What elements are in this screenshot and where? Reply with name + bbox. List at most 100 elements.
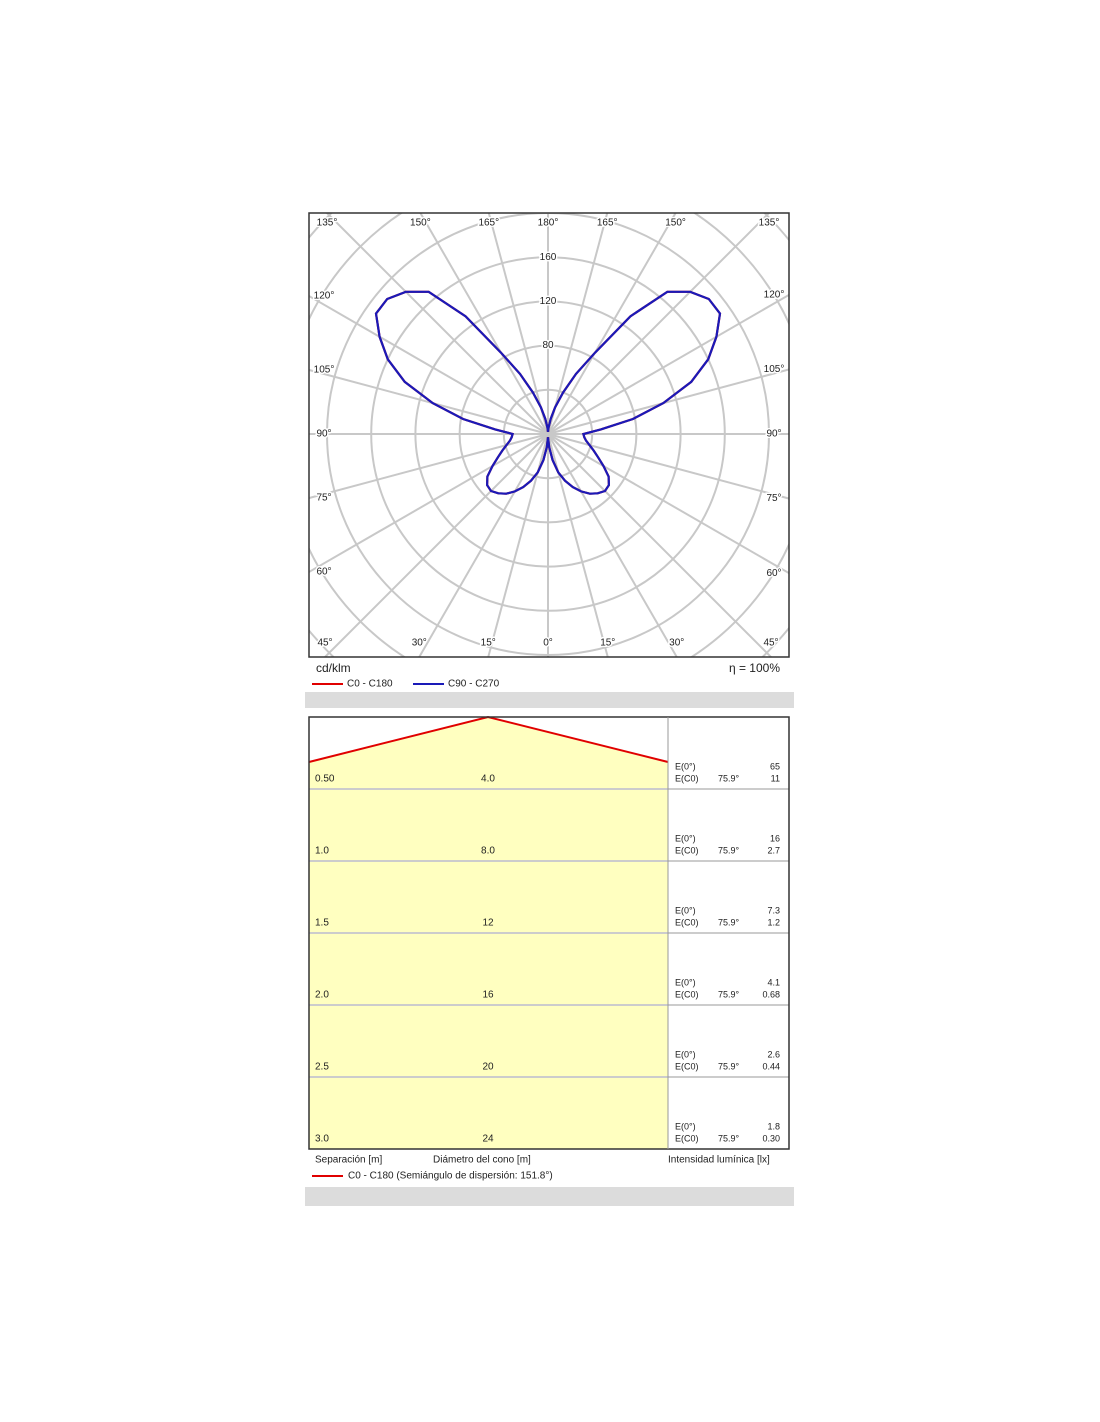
angle: 75.9°: [718, 917, 740, 927]
polar-plot: [309, 213, 789, 657]
ec0-label: E(C0): [675, 1133, 699, 1143]
angle-label: 165°: [478, 218, 499, 229]
angle-label: 0°: [543, 638, 553, 649]
separation: 1.0: [315, 846, 329, 857]
cone-legend: C0 - C180 (Semiángulo de dispersión: 151…: [348, 1171, 553, 1182]
e0-label: E(0°): [675, 833, 696, 843]
ec0-value: 0.44: [762, 1061, 780, 1071]
legend: C0 - C180 C90 - C270: [312, 679, 500, 690]
e0-label: E(0°): [675, 761, 696, 771]
angle-label: 90°: [766, 429, 781, 440]
spoke: [547, 213, 677, 435]
diameter-label: Diámetro del cono [m]: [433, 1155, 531, 1166]
separation: 2.0: [315, 990, 329, 1001]
cone-frame: [308, 716, 790, 1150]
separation: 0.50: [315, 774, 335, 785]
intensity-curve: [374, 290, 550, 495]
angle: 75.9°: [718, 1133, 740, 1143]
angle-label: 120°: [314, 291, 335, 302]
diameter: 8.0: [481, 846, 495, 857]
spoke: [309, 433, 549, 574]
spoke: [487, 433, 549, 657]
ec0-label: E(C0): [675, 917, 699, 927]
e0-label: E(0°): [675, 1049, 696, 1059]
e0-label: E(0°): [675, 1121, 696, 1131]
radial-label: 120: [540, 296, 557, 307]
ec0-label: E(C0): [675, 845, 699, 855]
angle-label: 45°: [763, 638, 778, 649]
unit-label: cd/klm: [316, 661, 351, 675]
separation-label: Separación [m]: [315, 1155, 382, 1166]
spoke: [547, 433, 609, 657]
ec0-value: 2.7: [767, 845, 780, 855]
angle-label: 60°: [766, 568, 781, 579]
separation: 2.5: [315, 1062, 329, 1073]
spoke: [547, 213, 609, 435]
angle-label: 75°: [316, 493, 331, 504]
diameter: 12: [482, 918, 494, 929]
spoke: [547, 433, 789, 575]
e0-label: E(0°): [675, 977, 696, 987]
angle-label: 45°: [317, 638, 332, 649]
ec0-value: 0.68: [762, 989, 780, 999]
angle-label: 15°: [481, 638, 496, 649]
spoke: [309, 368, 549, 435]
angle-label: 135°: [317, 218, 338, 229]
ec0-label: E(C0): [675, 1061, 699, 1071]
angle-label: 60°: [316, 567, 331, 578]
spoke: [419, 213, 549, 435]
angle-label: 150°: [410, 218, 431, 229]
separation: 1.5: [315, 918, 329, 929]
angle-label: 75°: [766, 493, 781, 504]
angle-label: 135°: [759, 218, 780, 229]
intensity-curve: [546, 290, 722, 495]
spoke: [547, 433, 789, 500]
ec0-label: E(C0): [675, 989, 699, 999]
ec0-value: 0.30: [762, 1133, 780, 1143]
angle-label: 150°: [665, 218, 686, 229]
spoke: [547, 368, 789, 435]
diameter: 16: [482, 990, 494, 1001]
diameter: 20: [482, 1062, 494, 1073]
e0-value: 65: [770, 761, 780, 771]
diameter: 24: [482, 1134, 494, 1145]
cone-diagram: 0.50 4.0 E(0°) 65 E(C0) 75.9° 11 1.0 8.0 E(0°) 16 E…: [308, 715, 789, 1149]
polar-labels: 0° 15° 15° 30° 30° 45° 45° 60° 60° 75° 75° 90° 90° 10…: [312, 216, 786, 650]
spoke: [487, 213, 549, 435]
legend-label: C0 - C180: [347, 679, 393, 690]
angle: 75.9°: [718, 845, 740, 855]
angle-label: 105°: [314, 365, 335, 376]
angle: 75.9°: [718, 773, 740, 783]
e0-value: 4.1: [767, 977, 780, 987]
intensity-curve: [374, 290, 550, 495]
angle-label: 30°: [669, 638, 684, 649]
diameter: 4.0: [481, 774, 495, 785]
plot-frame: [308, 212, 790, 658]
spoke: [309, 433, 549, 500]
separation: 3.0: [315, 1134, 329, 1145]
ec0-label: E(C0): [675, 773, 699, 783]
angle-label: 90°: [316, 429, 331, 440]
angle-label: 120°: [764, 289, 785, 300]
efficiency: η = 100%: [729, 661, 780, 675]
e0-value: 7.3: [767, 905, 780, 915]
angle: 75.9°: [718, 1061, 740, 1071]
legend-label: C90 - C270: [448, 679, 500, 690]
intensity-label: Intensidad lumínica [lx]: [668, 1155, 770, 1166]
e0-value: 16: [770, 833, 780, 843]
angle: 75.9°: [718, 989, 740, 999]
spoke: [547, 293, 789, 435]
e0-label: E(0°): [675, 905, 696, 915]
spoke: [547, 433, 773, 657]
angle-label: 30°: [412, 638, 427, 649]
radial-label: 160: [540, 252, 557, 263]
cone-outside: [309, 717, 668, 762]
intensity-curve: [546, 290, 722, 495]
angle-label: 15°: [600, 638, 615, 649]
ec0-value: 1.2: [767, 917, 780, 927]
spoke: [323, 433, 549, 657]
angle-label: 105°: [764, 364, 785, 375]
e0-value: 1.8: [767, 1121, 780, 1131]
